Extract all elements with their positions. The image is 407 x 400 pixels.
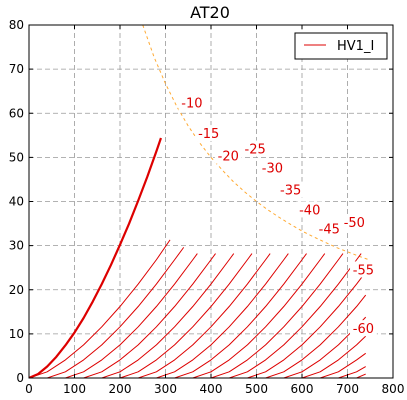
- y-tick-label: 10: [9, 327, 24, 341]
- x-tick-label: 100: [63, 382, 86, 396]
- series-line: [156, 253, 289, 378]
- x-tick-label: 300: [154, 382, 177, 396]
- annotation-bg: [195, 125, 223, 142]
- series-line: [138, 253, 271, 378]
- series-line: [356, 373, 366, 378]
- series-line: [247, 271, 367, 378]
- series-line: [119, 253, 253, 378]
- y-tick-label: 70: [9, 62, 24, 76]
- annotation-bg: [277, 181, 305, 198]
- x-tick-label: 500: [245, 382, 268, 396]
- y-tick-label: 40: [9, 195, 24, 209]
- y-tick-label: 50: [9, 150, 24, 164]
- grid-lines: [29, 25, 393, 378]
- annotation-bg: [241, 140, 269, 157]
- annotation-bg: [340, 214, 368, 231]
- annotation-label: -40: [299, 203, 320, 218]
- series-line: [210, 253, 344, 378]
- legend-box: [294, 32, 388, 60]
- annotation-label: -60: [353, 322, 374, 337]
- annotation-label: -20: [218, 150, 239, 165]
- annotation-label: -15: [198, 127, 219, 142]
- series-line: [265, 294, 367, 378]
- annotation-bg: [350, 261, 377, 278]
- annotation-label: -25: [245, 143, 266, 158]
- annotation-bg: [296, 201, 324, 218]
- annotation-label: -55: [353, 263, 374, 278]
- annotation-label: -30: [262, 162, 283, 177]
- legend-label: HV1_I: [337, 39, 374, 54]
- annotation-label: -35: [280, 184, 301, 199]
- y-tick-label: 80: [9, 18, 24, 32]
- series-line: [29, 137, 162, 378]
- series-line: [301, 335, 367, 378]
- y-tick-label: 30: [9, 239, 24, 253]
- x-tick-label: 0: [25, 382, 33, 396]
- series-line: [83, 253, 216, 378]
- x-tick-label: 600: [291, 382, 314, 396]
- grid-voltage-labels: -10 -15 -20 -25 -30 -35 -40 -45 -50 -55 -60: [178, 94, 377, 337]
- x-tick-label: 200: [109, 382, 132, 396]
- power-limit-line: [142, 25, 371, 261]
- legend: HV1_I: [294, 32, 388, 60]
- series-line: [29, 239, 171, 378]
- annotation-label: -45: [319, 222, 340, 237]
- x-tick-label: 400: [200, 382, 223, 396]
- series-line: [65, 253, 198, 378]
- annotation-label: -10: [181, 97, 202, 112]
- series-line: [192, 253, 326, 378]
- x-tick-label: 700: [336, 382, 359, 396]
- annotation-bg: [350, 320, 377, 337]
- series-line: [101, 253, 235, 378]
- series-line: [338, 366, 366, 378]
- annotation-label: -50: [344, 216, 365, 231]
- y-tick-label: 20: [9, 283, 24, 297]
- y-tick-label: 0: [16, 371, 24, 385]
- power-limit-curve: [142, 25, 371, 261]
- series-line: [174, 253, 307, 378]
- chart-title: AT20: [190, 3, 230, 22]
- annotation-bg: [178, 94, 206, 111]
- x-tick-label: 800: [382, 382, 405, 396]
- series-line: [47, 247, 185, 378]
- annotation-bg: [214, 147, 242, 164]
- axis-ticks: 0 100 200 300 400 500 600 700 800 0 10 20 30 40 50 60 70…: [9, 18, 405, 396]
- plate-curves: [29, 137, 367, 378]
- y-tick-label: 60: [9, 106, 24, 120]
- annotation-bg: [259, 159, 286, 176]
- annotation-bg: [315, 220, 343, 237]
- series-line: [320, 352, 366, 378]
